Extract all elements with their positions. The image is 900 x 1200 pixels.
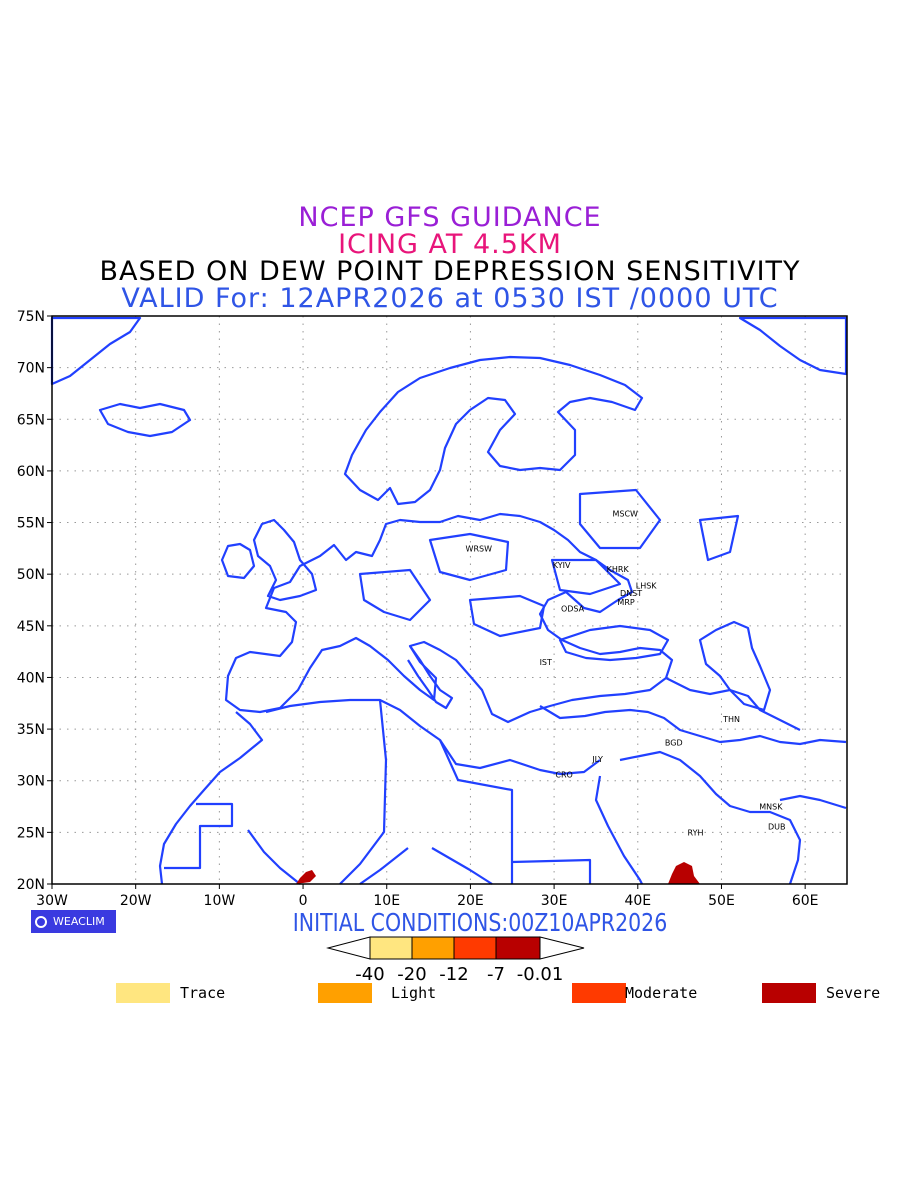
city-label: KYIV (553, 561, 571, 570)
lon-tick-label: 0 (299, 893, 308, 909)
icing-areas (296, 862, 700, 884)
logo-text: WEACLIM (53, 915, 105, 928)
lat-lon-grid (52, 316, 847, 884)
colorbar-tick-label: -40 (355, 964, 384, 985)
lon-tick-label: 20E (457, 893, 484, 909)
weaclim-logo: WEACLIM (31, 910, 116, 933)
title-line-3: BASED ON DEW POINT DEPRESSION SENSITIVIT… (99, 256, 801, 287)
latitude-axis: 75N 70N 65N 60N 55N 50N 45N 40N 35N 30N 25N 20N (17, 309, 52, 893)
city-label: LHSK (636, 582, 658, 591)
initial-conditions: INITIAL CONDITIONS:00Z10APR2026 (292, 908, 668, 937)
city-label: DNST (620, 589, 642, 598)
legend-swatch-severe (762, 983, 816, 1003)
colorbar-trace (369, 936, 413, 960)
city-label: CRO (555, 771, 572, 780)
lat-tick-label: 35N (17, 722, 45, 738)
title-line-4-valid-time: VALID For: 12APR2026 at 0530 IST /0000 U… (121, 283, 779, 314)
lon-tick-label: 10E (373, 893, 400, 909)
lat-tick-label: 70N (17, 361, 45, 377)
lat-tick-label: 25N (17, 825, 45, 841)
colorbar-left-arrow (326, 936, 371, 960)
longitude-axis: 30W 20W 10W 0 10E 20E 30E 40E 50E 60E (36, 884, 818, 909)
lon-tick-label: 30E (541, 893, 568, 909)
legend-swatch-light (318, 983, 372, 1003)
colorbar-tick-label: -7 (487, 964, 505, 985)
city-label: THN (722, 715, 740, 724)
city-label: MRP (617, 598, 634, 607)
legend-swatch-trace (116, 983, 170, 1003)
icing-colorbar: -40 -20 -12 -7 -0.01 (326, 936, 585, 985)
colorbar-tick-label: -0.01 (517, 964, 564, 985)
city-label: MNSK (759, 803, 783, 812)
legend-label-light: Light (391, 984, 437, 1002)
icing-area-severe-west (296, 870, 316, 884)
map-frame (51, 315, 848, 885)
lon-tick-label: 10W (204, 893, 236, 909)
lon-tick-label: 40E (624, 893, 651, 909)
title-line-2: ICING AT 4.5KM (338, 229, 562, 260)
logo-ring-icon (35, 915, 47, 928)
colorbar-moderate (453, 936, 497, 960)
colorbar-severe (495, 936, 541, 960)
lat-tick-label: 45N (17, 619, 45, 635)
city-label: MSCW (612, 509, 638, 518)
city-label: IST (540, 658, 552, 667)
lat-tick-label: 55N (17, 516, 45, 532)
city-label: WRSW (466, 544, 493, 553)
colorbar-tick-label: -12 (439, 964, 468, 985)
city-label: JLY (591, 755, 603, 764)
legend-label-trace: Trace (180, 984, 226, 1002)
city-label: DUB (768, 822, 786, 831)
lat-tick-label: 40N (17, 670, 45, 686)
lat-tick-label: 60N (17, 464, 45, 480)
colorbar-tick-label: -20 (397, 964, 426, 985)
city-label: BGD (665, 739, 683, 748)
legend-label-severe: Severe (826, 984, 881, 1002)
lat-tick-label: 20N (17, 877, 45, 893)
title-line-1: NCEP GFS GUIDANCE (298, 202, 602, 233)
colorbar-tick-labels: -40 -20 -12 -7 -0.01 (355, 964, 563, 985)
lon-tick-label: 30W (36, 893, 68, 909)
coastlines-and-borders (50, 316, 848, 885)
lon-tick-label: 20W (120, 893, 152, 909)
colorbar-right-arrow (539, 936, 585, 960)
city-label: RYH (688, 828, 704, 837)
city-label: ODSA (561, 604, 585, 613)
legend-label-moderate: Moderate (625, 984, 698, 1002)
city-label: KHRK (607, 565, 630, 574)
lat-tick-label: 65N (17, 412, 45, 428)
colorbar-light (411, 936, 455, 960)
lon-tick-label: 50E (708, 893, 735, 909)
lat-tick-label: 75N (17, 309, 45, 325)
lat-tick-label: 30N (17, 774, 45, 790)
icing-area-severe-arabia (668, 862, 700, 884)
lon-tick-label: 60E (792, 893, 819, 909)
legend-swatch-moderate (572, 983, 626, 1003)
lat-tick-label: 50N (17, 567, 45, 583)
